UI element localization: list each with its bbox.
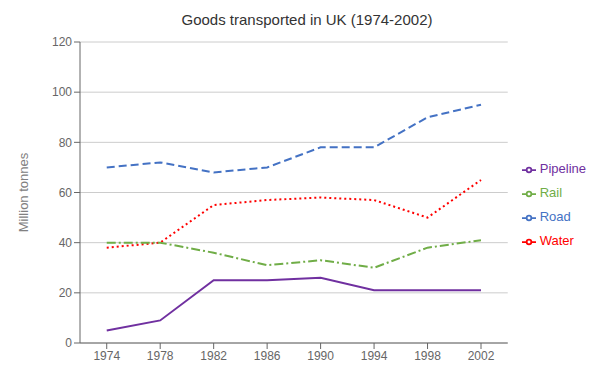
svg-text:1982: 1982	[200, 349, 227, 363]
html-text:Road: Road	[539, 209, 571, 224]
svg-text:1978: 1978	[147, 349, 174, 363]
svg-text:Million tonnes: Million tonnes	[16, 152, 31, 232]
svg-text:1990: 1990	[307, 349, 334, 363]
svg-text:100: 100	[52, 85, 72, 99]
svg-text:1994: 1994	[361, 349, 388, 363]
svg-text:20: 20	[59, 286, 73, 300]
html-text:Rail: Rail	[539, 185, 563, 200]
svg-text:80: 80	[59, 136, 73, 150]
html-text:Water: Water	[539, 233, 574, 248]
svg-text:1986: 1986	[254, 349, 281, 363]
svg-text:1998: 1998	[414, 349, 441, 363]
html-text:Goods transported in UK (1974-: Goods transported in UK (1974-2002)	[181, 11, 433, 28]
svg-text:1974: 1974	[93, 349, 120, 363]
svg-text:120: 120	[52, 35, 72, 49]
html-text:Pipeline: Pipeline	[539, 161, 586, 176]
svg-text:0: 0	[65, 336, 72, 350]
svg-text:40: 40	[59, 236, 73, 250]
svg-text:60: 60	[59, 186, 73, 200]
svg-text:2002: 2002	[468, 349, 495, 363]
